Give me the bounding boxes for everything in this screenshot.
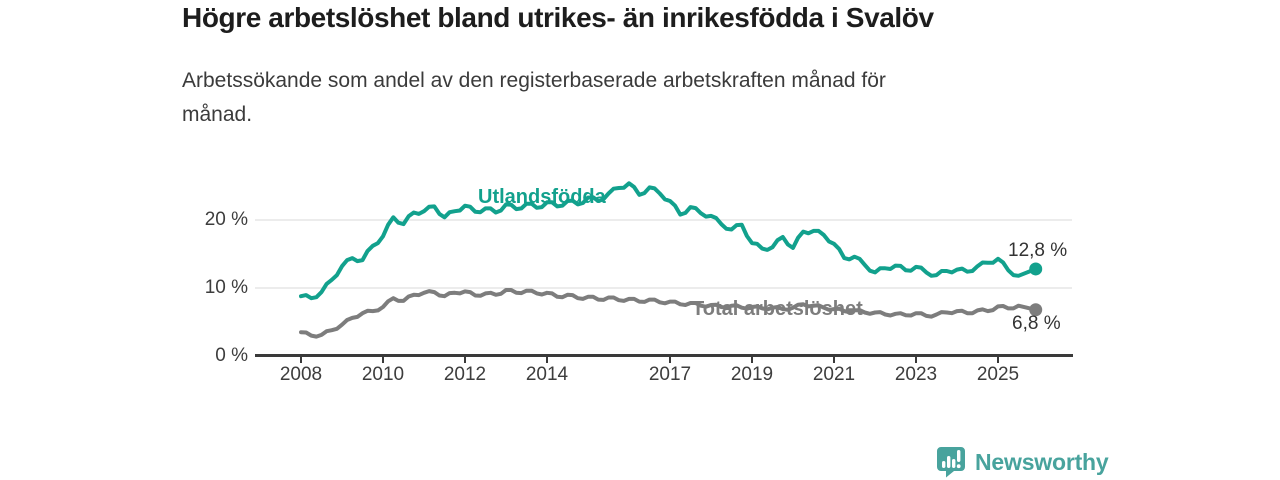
x-tick-label-2023: 2023: [894, 364, 938, 385]
end-dot-series-0: [1029, 262, 1043, 276]
series-label-utlandsfodda: Utlandsfödda: [478, 186, 606, 208]
chart-title: Högre arbetslöshet bland utrikes- än inr…: [182, 2, 934, 33]
x-tick-label-2017: 2017: [648, 364, 692, 385]
end-value-label-utlandsfodda: 12,8 %: [1008, 240, 1068, 261]
x-tick-label-2019: 2019: [730, 364, 774, 385]
x-tick-label-2008: 2008: [279, 364, 323, 385]
y-tick-label-0: 0 %: [215, 345, 248, 366]
chart-subtitle: Arbetssökande som andel av den registerb…: [182, 64, 886, 132]
chart-subtitle-line-1: Arbetssökande som andel av den registerb…: [182, 69, 886, 92]
series-label-total-arbetsloshet: Total arbetslöshet: [692, 298, 863, 320]
y-tick-label-20: 20 %: [204, 209, 248, 230]
x-tick-label-2010: 2010: [361, 364, 405, 385]
x-tick-label-2025: 2025: [976, 364, 1020, 385]
x-tick-label-2012: 2012: [443, 364, 487, 385]
line-series-0: [299, 181, 1038, 301]
x-tick-label-2014: 2014: [525, 364, 569, 385]
newsworthy-logo-text: Newsworthy: [975, 448, 1109, 475]
line-series-1: [299, 288, 1038, 339]
y-tick-label-10: 10 %: [204, 277, 248, 298]
end-dot-series-1: [1029, 303, 1043, 317]
newsworthy-logo: Newsworthy: [935, 446, 1109, 478]
x-tick-label-2021: 2021: [812, 364, 856, 385]
newsworthy-logo-icon: [937, 447, 965, 478]
chart-subtitle-line-2: månad.: [182, 103, 253, 126]
end-value-label-total: 6,8 %: [1012, 313, 1061, 334]
